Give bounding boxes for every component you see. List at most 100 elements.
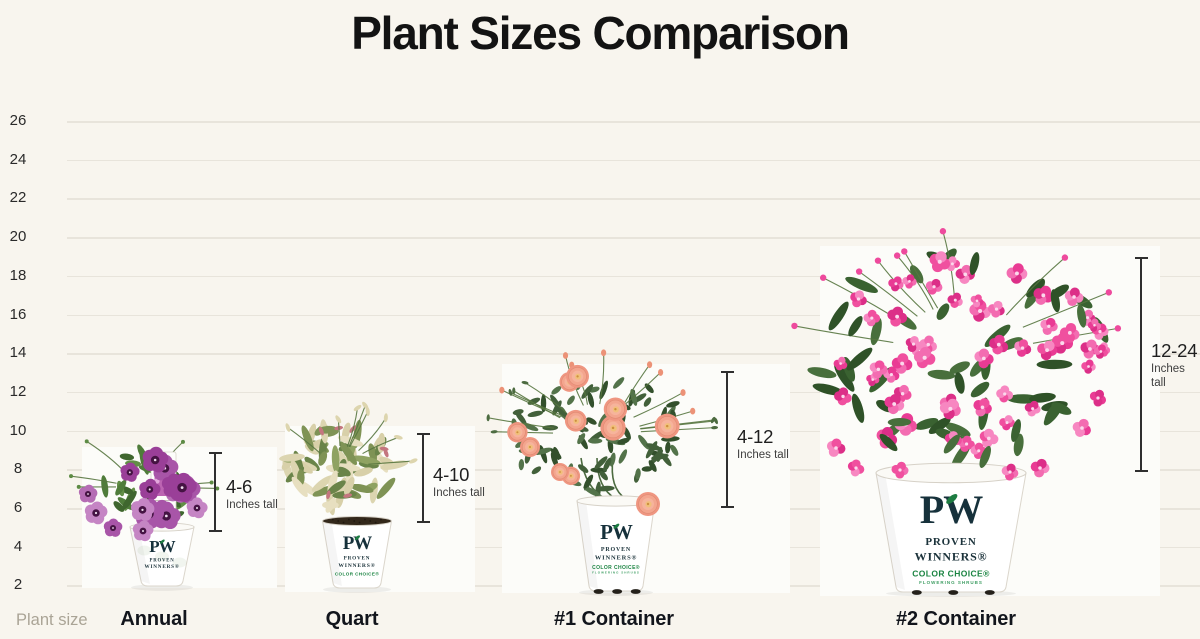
flower-center — [911, 342, 916, 346]
leaf — [845, 276, 878, 293]
petal — [1065, 322, 1077, 334]
flower-bud — [893, 252, 901, 259]
stem — [903, 251, 939, 309]
leaf — [609, 452, 616, 467]
petal — [935, 251, 947, 263]
pot-text-winners: WINNERS® — [338, 562, 375, 569]
height-unit-label: Inches tall — [226, 499, 278, 511]
height-bracket — [1134, 257, 1148, 472]
y-axis-tick: 2 — [13, 576, 23, 594]
leaf — [322, 501, 339, 509]
flower-core — [529, 446, 531, 448]
pot-text-winners: WINNERS® — [144, 563, 179, 570]
leaf — [954, 372, 965, 394]
flower-center — [1096, 396, 1100, 400]
stem — [510, 391, 563, 417]
y-axis-tick: 12 — [9, 382, 27, 400]
height-bracket — [720, 371, 734, 508]
flower-center — [980, 405, 985, 410]
bud — [209, 480, 214, 485]
flower-center — [986, 436, 991, 441]
flower-core — [559, 471, 561, 473]
leaf — [927, 369, 956, 380]
pot-foot — [630, 589, 641, 594]
leaf — [337, 435, 364, 447]
flower-core — [142, 530, 144, 532]
petal — [919, 347, 932, 359]
leaf — [279, 453, 305, 462]
pot-leaf-pattern — [155, 551, 169, 562]
pot-logo-pw: PW — [600, 520, 633, 544]
flower-bud — [939, 228, 947, 235]
leaf — [490, 430, 498, 434]
height-unit-label: Inches tall — [737, 449, 789, 461]
pot-shading — [130, 527, 150, 584]
flower-center — [926, 342, 931, 347]
category-label: Quart — [325, 608, 379, 630]
flower-center — [854, 466, 858, 470]
pot-foot — [593, 589, 604, 594]
pot-body — [129, 526, 195, 587]
pot-rim — [875, 462, 1027, 484]
flower-center — [839, 362, 842, 365]
leaf — [979, 445, 991, 468]
flower-bud — [819, 274, 827, 281]
leaf — [550, 448, 562, 460]
leaf — [617, 438, 630, 445]
leaf — [383, 448, 389, 458]
leaf — [393, 435, 403, 440]
petal — [1018, 339, 1029, 349]
stem — [794, 325, 894, 344]
height-range-label: 4-6 — [226, 476, 253, 497]
leaf — [583, 486, 602, 497]
leaf — [566, 395, 575, 405]
flower-center — [1087, 365, 1090, 368]
pot-logo-pw: PW — [920, 487, 983, 532]
leaf — [521, 422, 539, 432]
soil-speck — [331, 518, 334, 521]
pot-text-color-choice: COLOR CHOICE® — [592, 564, 640, 571]
flower-center — [1047, 324, 1051, 328]
flower-core — [196, 507, 198, 509]
gridline — [67, 121, 1200, 123]
stem — [1005, 257, 1066, 316]
leaf — [949, 361, 970, 374]
petal — [906, 274, 915, 282]
flower-center — [981, 356, 986, 361]
bracket-line — [214, 452, 216, 532]
flower-center — [894, 282, 898, 286]
flower-center — [1060, 341, 1065, 346]
stem — [349, 411, 369, 448]
flower-center — [1041, 293, 1046, 298]
leaf — [887, 417, 912, 427]
bracket-line — [1140, 257, 1142, 472]
petal — [1098, 344, 1106, 353]
flower-center — [841, 394, 845, 399]
leaf — [380, 460, 409, 470]
pot-leaf-pattern — [172, 557, 187, 568]
y-axis-tick: 6 — [13, 499, 23, 516]
soil-speck — [353, 520, 356, 522]
leaf — [594, 456, 608, 470]
soil-speck — [347, 518, 350, 521]
rosebud — [680, 389, 686, 396]
bud — [84, 439, 89, 444]
pot-foot — [911, 590, 922, 595]
petal — [1036, 458, 1047, 469]
leaf — [643, 397, 652, 407]
flower-center — [975, 299, 979, 303]
pw-leaf-icon — [613, 523, 620, 529]
flower-center — [1099, 350, 1103, 353]
petal — [978, 348, 990, 359]
petal — [887, 366, 897, 376]
petal — [1000, 385, 1010, 395]
pot-text-flowering-shrubs: FLOWERING SHRUBS — [919, 580, 983, 585]
leaf — [648, 460, 657, 472]
petal — [874, 360, 885, 371]
pw-leaf-icon — [946, 494, 958, 504]
petal — [1078, 418, 1089, 429]
bud — [215, 486, 220, 491]
leaf — [915, 418, 939, 430]
gridline — [67, 353, 1200, 355]
